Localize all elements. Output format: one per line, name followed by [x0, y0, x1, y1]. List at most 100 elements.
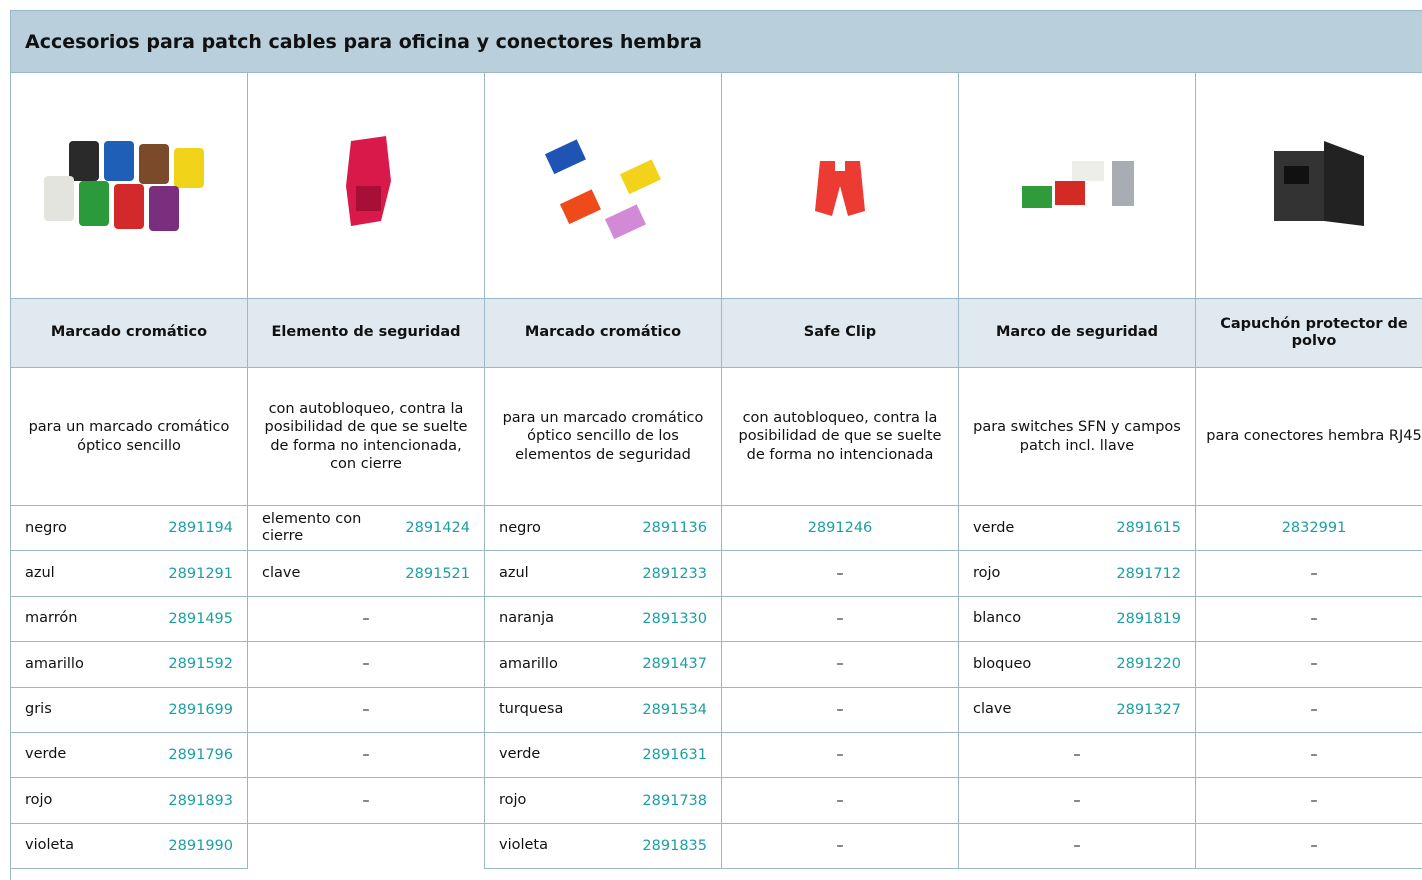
product-image — [815, 160, 865, 216]
item-cell: negro 2891194 — [11, 506, 247, 552]
item-code[interactable]: 2891893 — [168, 792, 233, 809]
column-title: Safe Clip — [722, 299, 958, 368]
item-code[interactable]: 2891835 — [642, 837, 707, 854]
item-code[interactable]: 2891712 — [1116, 565, 1181, 582]
product-image — [544, 138, 661, 239]
empty-cell: – — [722, 597, 958, 643]
item-code[interactable]: 2891592 — [168, 656, 233, 673]
item-code[interactable]: 2891990 — [168, 837, 233, 854]
item-code[interactable]: 2832991 — [1281, 520, 1347, 537]
column-description: para switches SFN y campos patch incl. l… — [959, 368, 1195, 506]
item-code[interactable]: 2891424 — [405, 520, 470, 537]
item-cell: violeta 2891835 — [485, 824, 721, 870]
item-name: negro — [499, 519, 541, 536]
product-image — [346, 135, 391, 226]
item-name: verde — [25, 746, 67, 763]
item-code[interactable]: 2891615 — [1116, 520, 1181, 537]
item-name: turquesa — [499, 701, 564, 718]
item-code[interactable]: 2891136 — [642, 520, 707, 537]
empty-cell: – — [722, 688, 958, 733]
product-image — [44, 140, 204, 231]
item-code[interactable]: 2891495 — [168, 610, 233, 627]
item-cell: marrón 2891495 — [11, 597, 247, 643]
item-name: violeta — [25, 837, 75, 854]
product-image — [1274, 140, 1364, 226]
empty-cell: – — [1196, 597, 1422, 643]
empty-cell: – — [722, 642, 958, 688]
item-code[interactable]: 2891233 — [642, 565, 707, 582]
image-cell — [959, 73, 1195, 299]
item-cell: bloqueo 2891220 — [959, 642, 1195, 688]
item-code[interactable]: 2891534 — [642, 701, 707, 718]
item-cell: amarillo 2891437 — [485, 642, 721, 688]
column-title: Marco de seguridad — [959, 299, 1195, 368]
empty-cell: – — [248, 597, 484, 643]
item-code[interactable]: 2891738 — [642, 792, 707, 809]
item-code[interactable]: 2891819 — [1116, 610, 1181, 627]
column-description: con autobloqueo, contra la posibilidad d… — [248, 368, 484, 506]
column-title: Elemento de seguridad — [248, 299, 484, 368]
column-title: Marcado cromático — [485, 299, 721, 368]
empty-cell: – — [959, 824, 1195, 870]
item-code[interactable]: 2891521 — [405, 565, 470, 582]
image-cell — [11, 73, 247, 299]
item-name: elemento con cierre — [262, 510, 362, 545]
item-code[interactable]: 2891330 — [642, 610, 707, 627]
item-code[interactable]: 2891437 — [642, 656, 707, 673]
item-name: naranja — [499, 610, 555, 627]
item-name: amarillo — [499, 655, 558, 672]
table: Accesorios para patch cables para oficin… — [10, 10, 1422, 880]
empty-cell: – — [1196, 778, 1422, 824]
item-cell: amarillo 2891592 — [11, 642, 247, 688]
item-code[interactable]: 2891246 — [807, 520, 873, 537]
image-cell — [248, 73, 484, 299]
item-name: marrón — [25, 610, 78, 627]
item-cell: blanco 2891819 — [959, 597, 1195, 643]
item-code[interactable]: 2891327 — [1116, 701, 1181, 718]
empty-cell: – — [722, 824, 958, 870]
empty-cell: – — [248, 642, 484, 688]
item-cell: azul 2891233 — [485, 551, 721, 597]
columns: Marcado cromático para un marcado cromáti… — [11, 73, 1422, 870]
item-code[interactable]: 2891631 — [642, 747, 707, 764]
image-cell — [1196, 73, 1422, 299]
item-cell: verde 2891631 — [485, 733, 721, 779]
item-name: verde — [973, 519, 1015, 536]
item-cell: negro 2891136 — [485, 506, 721, 552]
item-name: blanco — [973, 610, 1022, 627]
empty-cell: – — [1196, 824, 1422, 870]
column-description: con autobloqueo, contra la posibilidad d… — [722, 368, 958, 506]
item-code[interactable]: 2891796 — [168, 747, 233, 764]
item-code[interactable]: 2891194 — [168, 520, 233, 537]
item-code[interactable]: 2891291 — [168, 565, 233, 582]
item-name: negro — [25, 519, 67, 536]
item-name: gris — [25, 701, 52, 718]
column-title: Capuchón protector de polvo — [1196, 299, 1422, 368]
item-name: azul — [25, 564, 55, 581]
empty-cell: – — [248, 688, 484, 733]
item-name: rojo — [973, 564, 1001, 581]
item-cell: azul 2891291 — [11, 551, 247, 597]
item-cell: rojo 2891893 — [11, 778, 247, 824]
empty-cell: – — [1196, 733, 1422, 779]
column: Marcado cromático para un marcado cromáti… — [485, 73, 722, 870]
item-cell: elemento con cierre 2891424 — [248, 506, 484, 552]
item-name: rojo — [499, 791, 527, 808]
empty-cell: – — [1196, 551, 1422, 597]
item-code[interactable]: 2891220 — [1116, 656, 1181, 673]
item-cell: 2891246 — [722, 506, 958, 552]
column: Capuchón protector de polvo para conector… — [1196, 73, 1422, 870]
column-description: para conectores hembra RJ45 — [1196, 368, 1422, 506]
item-cell: verde 2891615 — [959, 506, 1195, 552]
item-cell: rojo 2891712 — [959, 551, 1195, 597]
item-name: rojo — [25, 791, 53, 808]
item-name: clave — [973, 701, 1012, 718]
item-cell: 2832991 — [1196, 506, 1422, 552]
empty-cell: – — [1196, 642, 1422, 688]
item-cell: violeta 2891990 — [11, 824, 247, 870]
column: Safe Clip con autobloqueo, contra la posi… — [722, 73, 959, 870]
empty-cell: – — [1196, 688, 1422, 733]
image-cell — [722, 73, 958, 299]
item-cell: clave 2891327 — [959, 688, 1195, 733]
item-code[interactable]: 2891699 — [168, 701, 233, 718]
